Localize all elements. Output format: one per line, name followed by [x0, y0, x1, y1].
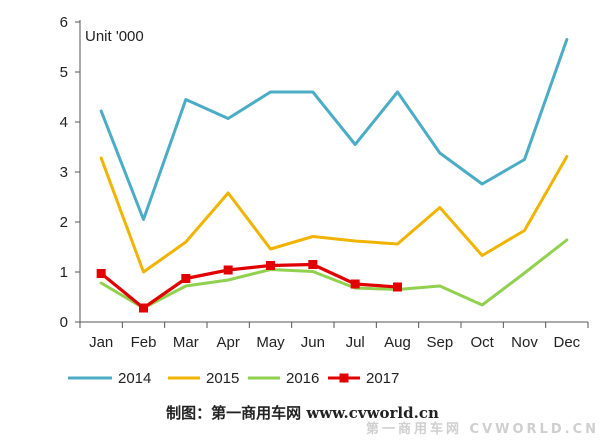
- x-tick-label: Oct: [470, 334, 494, 351]
- x-tick-label: Jul: [346, 334, 365, 351]
- chart-credit: 制图：第一商用车网 www.cvworld.cn: [166, 404, 439, 422]
- series-line-2017: [99, 262, 400, 310]
- data-point-2017: [350, 279, 360, 289]
- series-line-2014: [99, 38, 569, 221]
- legend-marker-2017: [339, 373, 349, 383]
- y-tick-label: 3: [60, 164, 68, 181]
- data-point-2017: [181, 274, 191, 283]
- x-tick-label: Nov: [511, 334, 538, 351]
- data-point-2017: [393, 282, 402, 292]
- data-point-2017: [308, 260, 318, 269]
- x-tick-label: Mar: [173, 334, 199, 351]
- unit-label: Unit '000: [85, 28, 144, 45]
- x-tick-label: Aug: [384, 334, 411, 351]
- data-point-2017: [223, 265, 233, 275]
- data-point-2017: [266, 261, 275, 270]
- y-tick-label: 4: [60, 114, 68, 131]
- x-tick-label: Dec: [553, 334, 580, 351]
- series-line-2016: [99, 238, 569, 310]
- data-point-2017: [139, 303, 148, 313]
- x-tick-label: Feb: [131, 334, 157, 351]
- y-tick-label: 0: [60, 314, 68, 331]
- legend-label-2017: 2017: [366, 370, 399, 387]
- watermark: 第一商用车网 CVWORLD.CN: [366, 422, 599, 437]
- legend-label-2015: 2015: [206, 370, 239, 387]
- x-tick-label: Jan: [89, 334, 113, 351]
- y-tick-label: 5: [60, 64, 68, 81]
- legend-label-2014: 2014: [118, 370, 151, 387]
- series-line-2015: [99, 155, 569, 274]
- y-tick-label: 6: [60, 14, 68, 31]
- y-tick-label: 2: [60, 214, 68, 231]
- x-tick-label: Sep: [426, 334, 453, 351]
- x-tick-label: Jun: [301, 334, 325, 351]
- x-tick-label: May: [256, 334, 285, 351]
- y-tick-label: 1: [60, 264, 68, 281]
- x-tick-label: Apr: [216, 334, 239, 351]
- legend-label-2016: 2016: [286, 370, 319, 387]
- data-point-2017: [96, 269, 106, 278]
